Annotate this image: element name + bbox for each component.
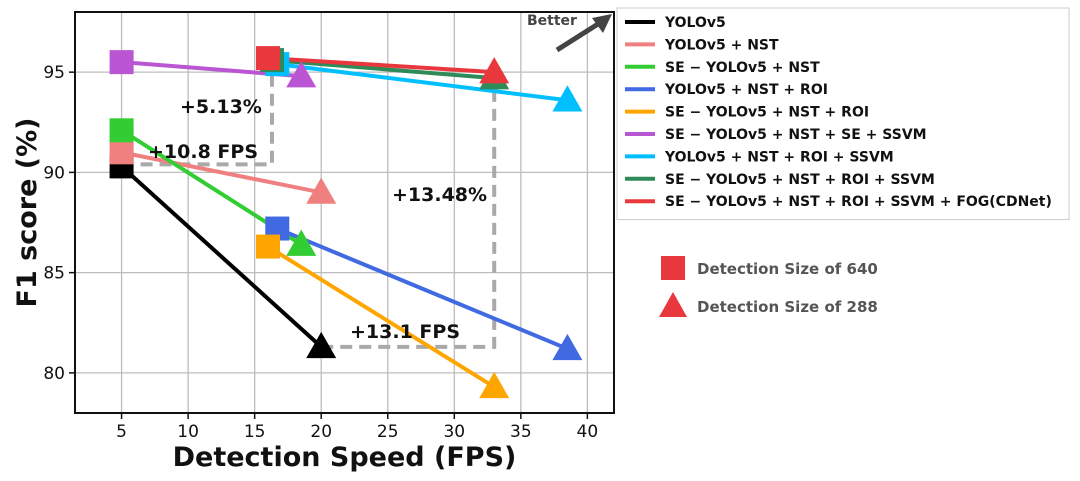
tick-label-y: 85 [43, 264, 65, 284]
marker-640-1 [109, 140, 134, 165]
marker-640-2 [109, 118, 134, 143]
marker-640-4 [255, 234, 280, 259]
legend-label-6: YOLOv5 + NST + ROI + SSVM [664, 149, 894, 165]
better-arrow-shaft [555, 21, 600, 53]
annotation-2: +13.48% [392, 184, 487, 206]
legend-label-0: YOLOv5 [664, 15, 726, 31]
tick-label-x: 30 [443, 422, 465, 442]
series-line-8 [267, 56, 495, 75]
y-axis-title: F1 score (%) [12, 117, 43, 307]
legend-label-2: SE − YOLOv5 + NST [665, 60, 820, 76]
series-lines [120, 56, 569, 389]
series-line-1 [121, 150, 322, 195]
guide-ssvm-gain [121, 60, 274, 167]
legend-box [616, 7, 1070, 221]
annotation-4: Better [527, 13, 577, 29]
marker-288-1 [306, 177, 337, 204]
marker-size-legend: Detection Size of 640 Detection Size of 2… [659, 256, 878, 317]
plot-frame [74, 11, 615, 414]
series-markers [109, 46, 583, 399]
marker-288-8 [479, 57, 510, 84]
tick-label-x: 15 [244, 422, 266, 442]
legend-label-3: YOLOv5 + NST + ROI [664, 82, 828, 98]
series-line-6 [277, 62, 568, 103]
annotation-0: +5.13% [180, 96, 262, 118]
better-arrow-head [592, 14, 612, 33]
legend-label-1: YOLOv5 + NST [664, 37, 779, 53]
dashed-guides [121, 60, 497, 349]
marker-288-2 [286, 229, 317, 256]
marker-legend-triangle [659, 292, 687, 317]
tick-label-x: 10 [177, 422, 199, 442]
annotations: +5.13% +10.8 FPS +13.48% +13.1 FPS Better [148, 13, 612, 343]
legend-label-8: SE − YOLOv5 + NST + ROI + SSVM + FOG(CDN… [665, 194, 1052, 210]
series-line-3 [276, 226, 569, 351]
tick-label-x: 25 [377, 422, 399, 442]
axis-ticks: 5 10 15 20 25 30 35 40 80 85 90 95 [43, 63, 598, 442]
tick-label-x: 35 [510, 422, 532, 442]
series-line-0 [120, 164, 323, 349]
tick-label-x: 40 [577, 422, 599, 442]
x-axis-title: Detection Speed (FPS) [173, 442, 517, 473]
marker-288-4 [479, 371, 510, 399]
marker-288-3 [552, 333, 583, 361]
marker-legend-square [661, 256, 685, 280]
legend-label-5: SE − YOLOv5 + NST + SE + SSVM [665, 127, 927, 143]
legend: YOLOv5 YOLOv5 + NST SE − YOLOv5 + NST YOLOv… [616, 7, 1070, 221]
legend-label-4: SE − YOLOv5 + NST + ROI [665, 105, 869, 121]
tick-label-y: 90 [43, 163, 65, 183]
legend-label-7: SE − YOLOv5 + NST + ROI + SSVM [665, 172, 935, 188]
tick-label-y: 95 [43, 63, 65, 83]
marker-288-6 [552, 85, 583, 112]
tick-label-x: 5 [116, 422, 127, 442]
guide-fog-gain [321, 72, 497, 349]
marker-640-8 [255, 46, 280, 71]
series-line-7 [271, 58, 495, 81]
annotation-3: +13.1 FPS [350, 321, 460, 343]
annotation-1: +10.8 FPS [148, 141, 258, 163]
grid [75, 12, 614, 413]
tick-label-y: 80 [43, 364, 65, 384]
marker-legend-label-0: Detection Size of 640 [697, 260, 878, 278]
marker-legend-label-1: Detection Size of 288 [697, 298, 878, 316]
series-line-4 [266, 244, 496, 389]
marker-288-0 [306, 331, 337, 359]
marker-640-5 [109, 50, 134, 75]
marker-288-5 [286, 61, 317, 88]
tick-label-x: 20 [310, 422, 332, 442]
